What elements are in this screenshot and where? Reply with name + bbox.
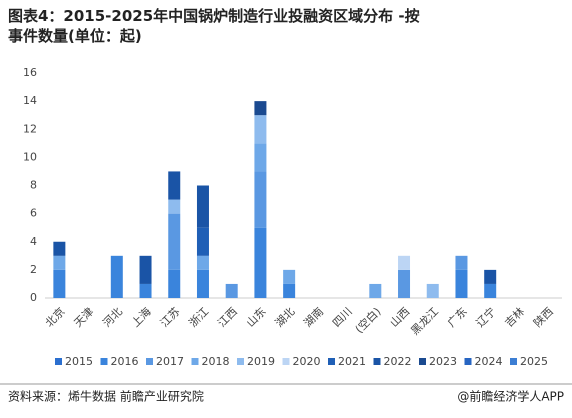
x-tick-label: 北京 [42, 304, 67, 329]
y-tick-label: 2 [30, 263, 37, 276]
bar-segment [196, 269, 209, 298]
x-tick-label: 江苏 [158, 305, 183, 330]
source: 资料来源：烯牛数据 前瞻产业研究院 [8, 389, 204, 404]
bar-segment [254, 227, 267, 298]
x-tick-label: 浙江 [186, 305, 211, 330]
y-tick-label: 6 [30, 207, 37, 220]
y-tick-label: 4 [30, 235, 37, 248]
legend-swatch [100, 358, 108, 365]
legend-swatch [328, 358, 335, 365]
bar-segment [139, 283, 152, 298]
bar-segment [455, 269, 468, 298]
x-tick-label: (空白) [352, 304, 384, 336]
legend-label: 2016 [111, 355, 139, 368]
legend-swatch [146, 358, 153, 365]
legend-swatch [191, 358, 199, 365]
bar-segment [110, 255, 123, 298]
bar-segment [53, 241, 66, 256]
bar-segment [484, 283, 497, 298]
x-tick-label: 山西 [388, 305, 413, 330]
credit: @前瞻经济学人APP [457, 389, 564, 404]
bar-segment [484, 269, 497, 284]
legend-label: 2019 [247, 355, 275, 368]
bar-segment [283, 269, 296, 284]
y-tick-label: 14 [23, 94, 37, 107]
x-tick-label: 黑龙江 [408, 305, 441, 338]
legend-label: 2021 [338, 355, 366, 368]
legend-swatch [419, 358, 426, 365]
legend-label: 2018 [202, 355, 230, 368]
bar-segment [426, 283, 439, 298]
y-tick-label: 0 [30, 291, 37, 304]
y-tick-label: 8 [30, 179, 37, 192]
legend-swatch [510, 358, 517, 365]
x-tick-label: 辽宁 [473, 304, 498, 329]
legend-label: 2022 [384, 355, 412, 368]
chart-title: 图表4：2015-2025年中国锅炉制造行业投融资区域分布 -按事件数量(单位：… [8, 7, 420, 45]
legend-swatch [55, 358, 62, 365]
bar-segment [398, 255, 411, 270]
legend-swatch [464, 358, 472, 365]
x-tick-label: 上海 [128, 304, 153, 329]
legend-swatch [373, 358, 381, 365]
bar-segment [139, 255, 152, 284]
y-tick-label: 16 [23, 66, 37, 79]
bar-segment [168, 269, 181, 298]
bar-segment [398, 269, 411, 298]
legend-swatch [237, 358, 244, 365]
bar-segment [196, 227, 209, 256]
legend-label: 2025 [520, 355, 548, 368]
x-tick-label: 山东 [244, 305, 269, 330]
bar-segment [53, 255, 66, 270]
x-tick-label: 河北 [100, 305, 125, 330]
y-tick-label: 10 [23, 150, 37, 163]
legend-label: 2024 [475, 355, 503, 368]
legend-label: 2017 [156, 355, 184, 368]
bar-segment [254, 101, 267, 116]
bar-segment [254, 115, 267, 144]
x-tick-label: 吉林 [502, 304, 527, 329]
bar-segment [168, 199, 181, 214]
legend-label: 2020 [293, 355, 321, 368]
bar-segment [254, 143, 267, 172]
x-tick-label: 湖南 [301, 305, 326, 330]
bar-segment [196, 185, 209, 228]
x-tick-label: 天津 [72, 305, 97, 330]
bar-segment [283, 283, 296, 298]
y-tick-label: 12 [23, 122, 37, 135]
x-tick-label: 陕西 [530, 304, 555, 329]
bar-segment [196, 255, 209, 270]
legend-swatch [282, 358, 290, 365]
x-tick-label: 广东 [445, 305, 470, 330]
bar-segment [168, 213, 181, 270]
bar-segment [225, 283, 238, 298]
x-tick-label: 四川 [330, 305, 355, 330]
bar-segment [53, 269, 66, 298]
bar-segment [455, 255, 468, 270]
bar-segment [369, 283, 382, 298]
bar-segment [254, 171, 267, 228]
legend-label: 2015 [65, 355, 93, 368]
legend-label: 2023 [429, 355, 457, 368]
x-tick-label: 江西 [215, 305, 240, 330]
x-tick-label: 湖北 [273, 305, 298, 330]
bar-segment [168, 171, 181, 200]
